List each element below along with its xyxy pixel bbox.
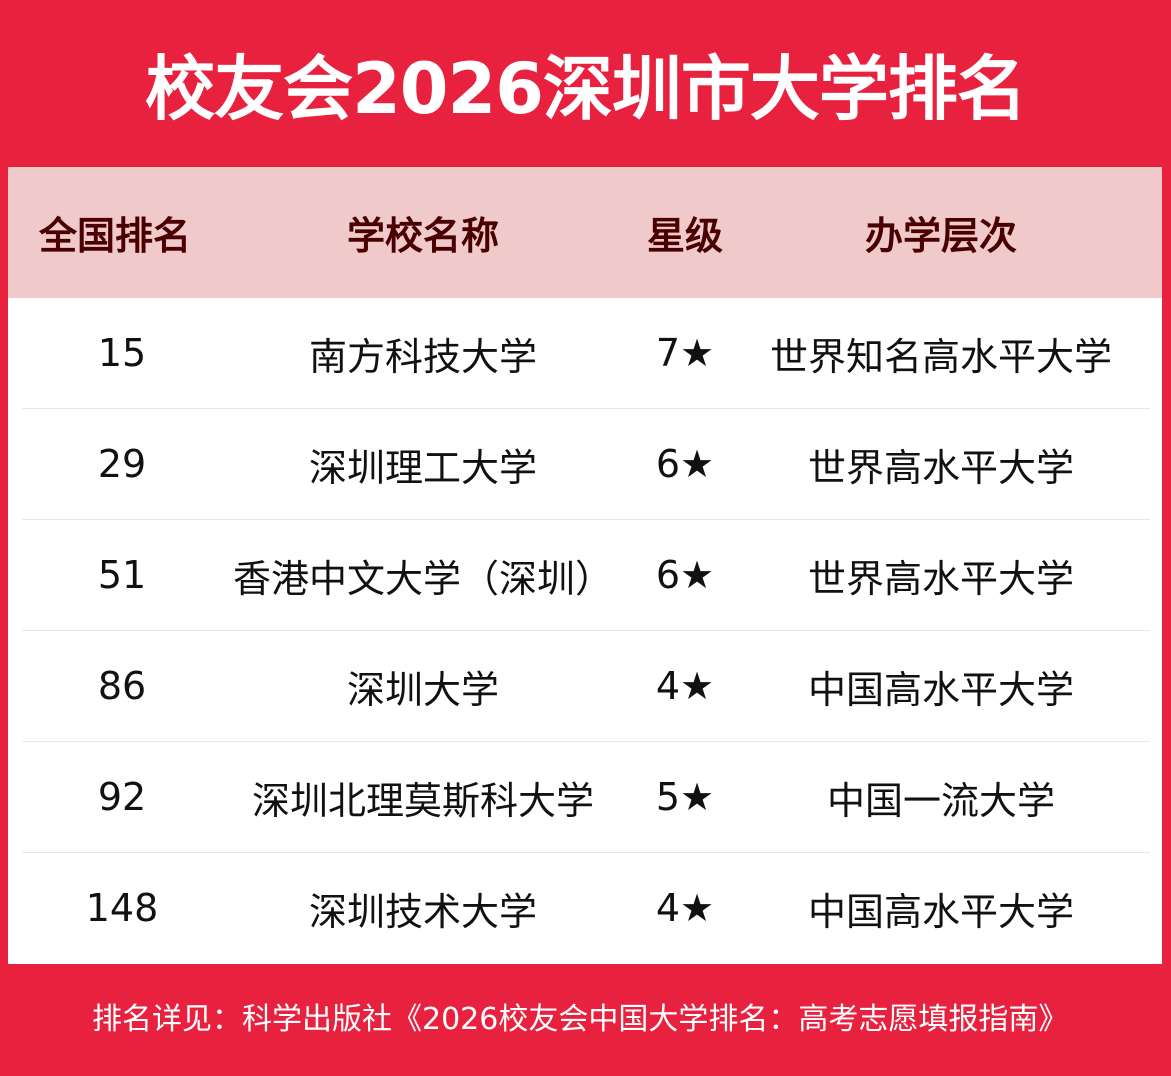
cell-stars: 4★	[655, 886, 715, 930]
cell-rank: 15	[97, 331, 147, 375]
cell-rank: 92	[97, 775, 147, 819]
cell-level: 世界高水平大学	[807, 556, 1074, 601]
footer-source-note: 排名详见：科学出版社《2026校友会中国大学排名：高考志愿填报指南》	[92, 1002, 1069, 1037]
cell-name: 香港中文大学（深圳）	[232, 556, 613, 601]
cell-name: 深圳大学	[346, 667, 499, 712]
table-header: 全国排名 学校名称 星级 办学层次	[8, 167, 1162, 298]
table-row: 86 深圳大学 4★ 中国高水平大学	[22, 631, 1150, 742]
cell-rank: 148	[85, 886, 159, 930]
cell-rank: 86	[97, 664, 147, 708]
cell-stars: 5★	[655, 775, 715, 819]
cell-stars: 6★	[655, 442, 715, 486]
cell-rank: 29	[97, 442, 147, 486]
table-row: 92 深圳北理莫斯科大学 5★ 中国一流大学	[22, 742, 1150, 853]
table-row: 51 香港中文大学（深圳） 6★ 世界高水平大学	[22, 520, 1150, 631]
cell-level: 中国高水平大学	[807, 889, 1074, 934]
header-rank: 全国排名	[38, 214, 191, 258]
cell-rank: 51	[97, 553, 147, 597]
cell-level: 中国高水平大学	[807, 667, 1074, 712]
cell-level: 世界知名高水平大学	[769, 334, 1112, 379]
table-row: 15 南方科技大学 7★ 世界知名高水平大学	[22, 298, 1150, 409]
header-level: 办学层次	[864, 214, 1017, 258]
cell-stars: 7★	[655, 331, 715, 375]
cell-name: 深圳北理莫斯科大学	[251, 778, 594, 823]
cell-name: 深圳理工大学	[308, 445, 537, 490]
cell-level: 世界高水平大学	[807, 445, 1074, 490]
cell-name: 深圳技术大学	[308, 889, 537, 934]
cell-stars: 4★	[655, 664, 715, 708]
cell-level: 中国一流大学	[826, 778, 1055, 823]
table-row: 29 深圳理工大学 6★ 世界高水平大学	[22, 409, 1150, 520]
ranking-table: 全国排名 学校名称 星级 办学层次 15 南方科技大学 7★ 世界知名高水平大学 29 深…	[8, 167, 1162, 964]
table-row: 148 深圳技术大学 4★ 中国高水平大学	[22, 853, 1150, 963]
header-name: 学校名称	[346, 214, 499, 258]
cell-name: 南方科技大学	[308, 334, 537, 379]
cell-stars: 6★	[655, 553, 715, 597]
header-stars: 星级	[646, 214, 723, 258]
page-title: 校友会2026深圳市大学排名	[145, 48, 1027, 130]
